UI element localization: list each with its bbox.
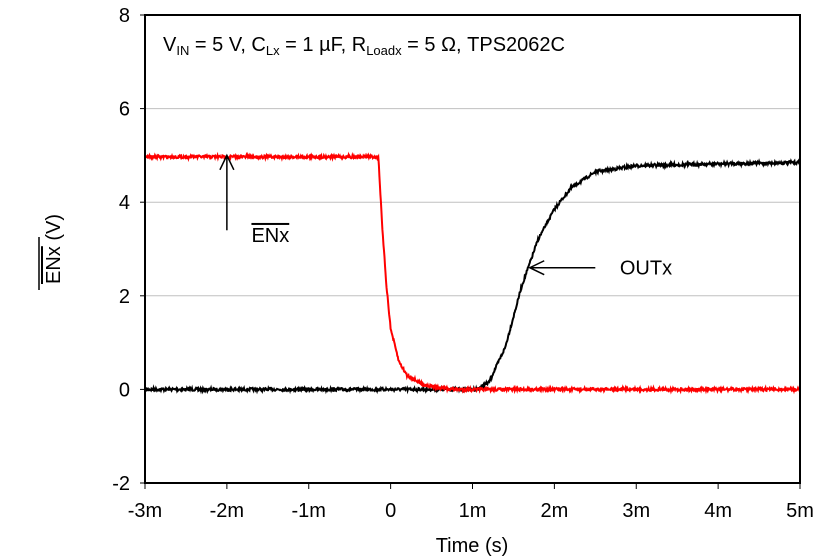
annotation-arrowhead — [219, 153, 235, 171]
x-tick-label: -2m — [210, 500, 244, 522]
gridlines — [145, 108, 800, 390]
y-tick-label: 4 — [119, 192, 130, 214]
x-tick-label: 4m — [704, 500, 732, 522]
annotation-arrowhead — [528, 260, 545, 276]
x-tick-label: 2m — [540, 500, 568, 522]
plot-frame — [144, 14, 801, 484]
series-group — [144, 151, 801, 395]
x-tick-label: -1m — [292, 500, 326, 522]
x-tick-label: 1m — [459, 500, 487, 522]
ticks: -2 0 2 4 6 8 -3m -2m -1m 0 1m 2m 3m 4m 5m — [112, 5, 814, 522]
svg-text:ENx (V): ENx (V) — [43, 214, 65, 284]
chart-title: VIN = 5 V, CLx = 1 µF, RLoadx = 5 Ω, TPS… — [163, 34, 565, 58]
y-tick-label: 2 — [119, 286, 130, 308]
annotations: ENx OUTx — [219, 153, 672, 280]
x-tick-label: 0 — [385, 500, 396, 522]
x-axis-label: Time (s) — [436, 535, 509, 557]
series-line-outx — [144, 158, 801, 395]
series-line-enx — [144, 151, 801, 395]
y-tick-label: 8 — [119, 5, 130, 27]
x-tick-label: -3m — [128, 500, 162, 522]
x-tick-label: 5m — [786, 500, 814, 522]
annotation-label: ENx — [251, 225, 289, 247]
y-tick-label: -2 — [112, 473, 130, 495]
annotation-label: OUTx — [620, 258, 672, 280]
y-tick-label: 6 — [119, 99, 130, 121]
x-tick-label: 3m — [622, 500, 650, 522]
y-axis-label: ENx (V) — [43, 214, 65, 284]
y-tick-label: 0 — [119, 379, 130, 401]
